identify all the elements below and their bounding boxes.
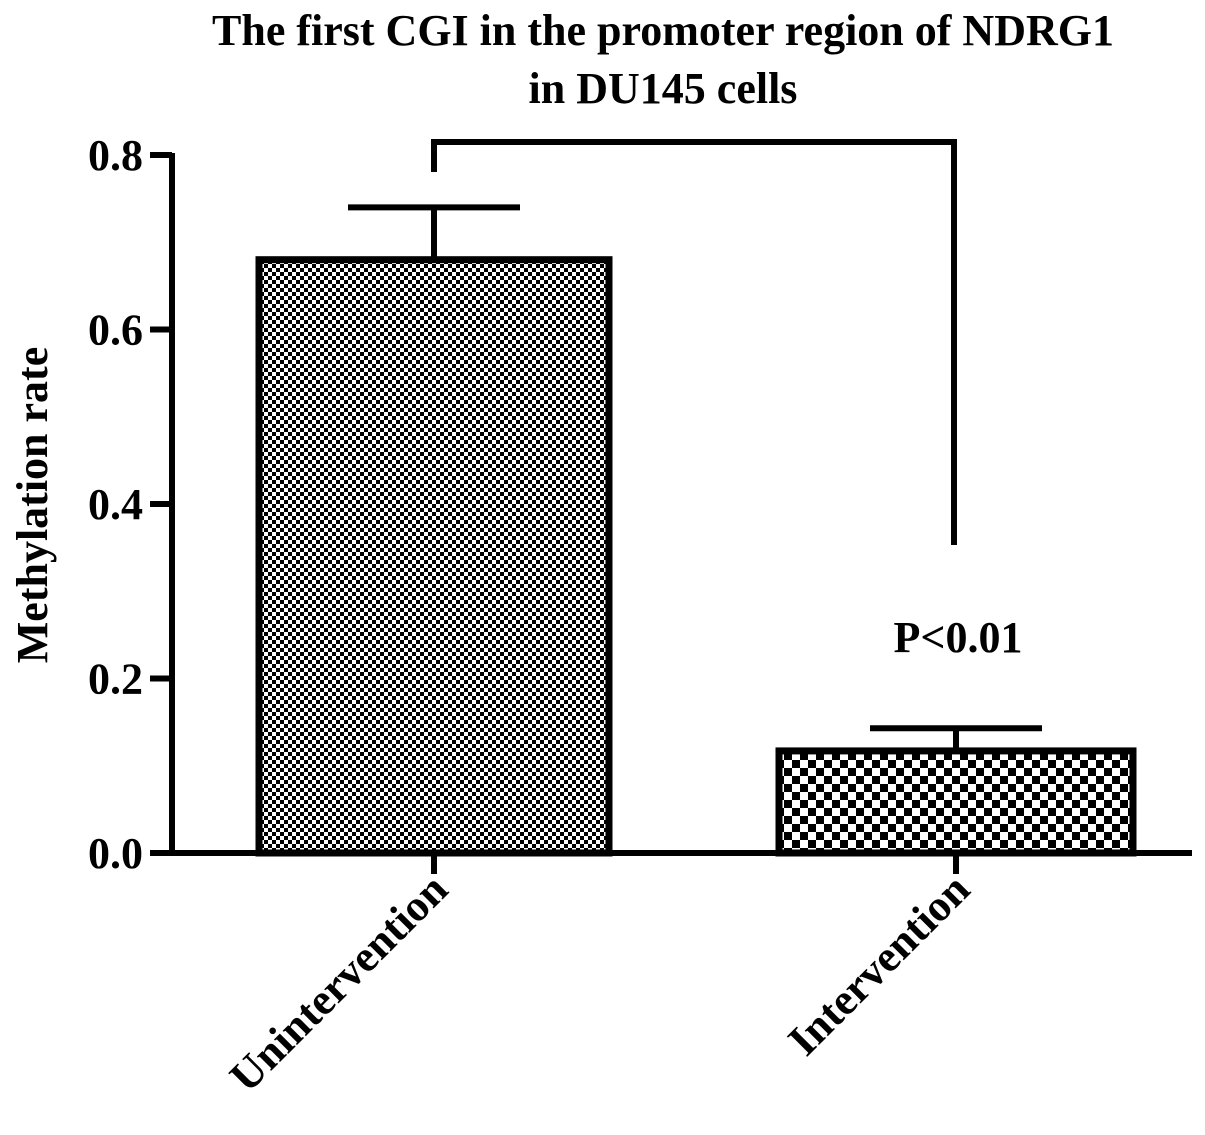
y-tick-label: 0.8 [88,131,143,180]
significance-label: P<0.01 [894,613,1023,662]
bar-unintervention [255,256,613,857]
y-tick-label: 0.4 [88,480,143,529]
y-tick-label: 0.2 [88,655,143,704]
y-tick-label: 0.0 [88,829,143,878]
y-axis-ticks: 0.0 0.2 0.4 0.6 0.8 [88,131,172,878]
chart-title: The first CGI in the promoter region of … [212,6,1114,113]
bars [255,256,1137,857]
chart-title-line-2: in DU145 cells [529,64,798,113]
error-bars [348,204,1042,751]
x-tick-label: Intervention [778,864,979,1065]
x-tick-label: Unintervention [220,864,457,1101]
chart-title-line-1: The first CGI in the promoter region of … [212,6,1114,55]
x-axis-ticks: Unintervention Intervention [220,853,979,1101]
bar-intervention [775,747,1137,857]
significance-bracket: P<0.01 [431,139,1023,662]
y-tick-label: 0.6 [88,306,143,355]
y-axis-title: Methylation rate [8,347,57,663]
significance-bracket-line [431,139,957,545]
